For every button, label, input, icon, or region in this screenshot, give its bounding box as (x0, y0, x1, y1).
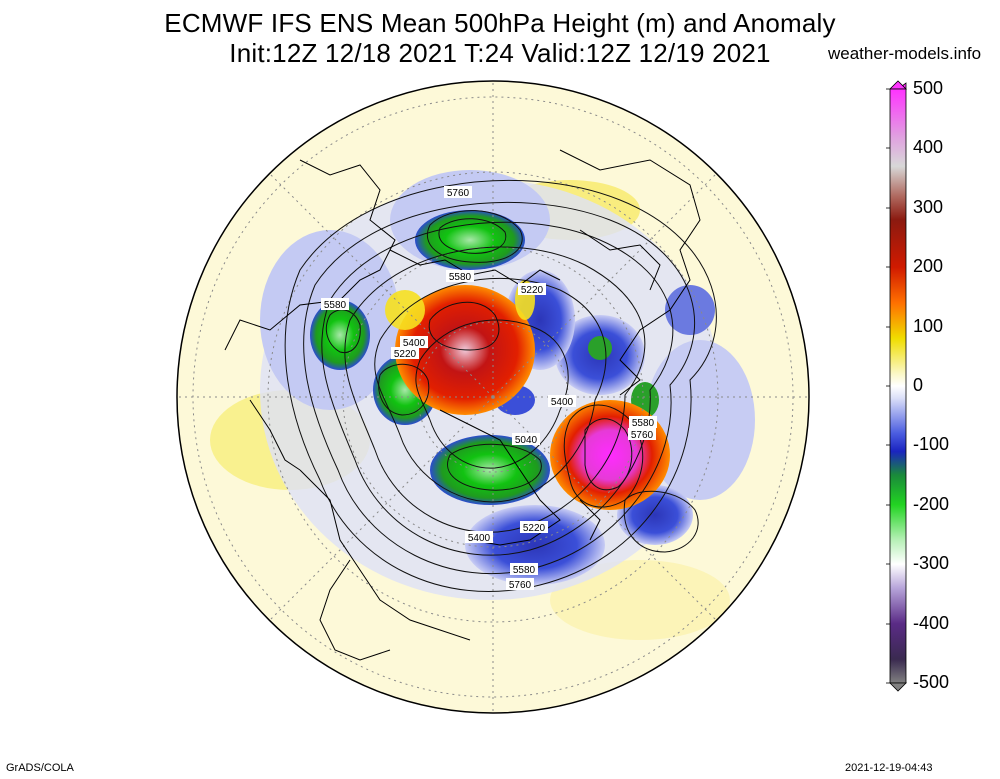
map-title: ECMWF IFS ENS Mean 500hPa Height (m) and… (164, 8, 836, 38)
svg-text:5220: 5220 (523, 523, 546, 534)
colorbar-label: 200 (913, 256, 944, 276)
contour-label: 5400 (400, 336, 428, 349)
svg-text:5580: 5580 (324, 300, 347, 311)
map-subtitle: Init:12Z 12/18 2021 T:24 Valid:12Z 12/19… (229, 38, 771, 68)
svg-text:5580: 5580 (513, 565, 536, 576)
colorbar-label: -100 (913, 434, 950, 454)
svg-text:5760: 5760 (631, 430, 654, 441)
colorbar-label: 100 (913, 316, 944, 336)
contour-label: 5400 (548, 395, 576, 408)
svg-text:5040: 5040 (515, 435, 538, 446)
contour-label: 5220 (518, 283, 546, 296)
contour-labels: 5760 5580 5220 5580 5400 5220 5400 5580 … (321, 186, 657, 591)
contour-label: 5580 (321, 298, 349, 311)
timestamp: 2021-12-19-04:43 (845, 762, 933, 774)
svg-text:5400: 5400 (468, 533, 491, 544)
contour-label: 5400 (465, 531, 493, 544)
source-credit: weather-models.info (828, 44, 982, 63)
contour-label: 5580 (510, 563, 538, 576)
coastlines (224, 149, 701, 661)
contour-label: 5580 (629, 416, 657, 429)
contour-label: 5040 (512, 433, 540, 446)
software-credit: GrADS/COLA (6, 762, 74, 774)
svg-text:5580: 5580 (449, 272, 472, 283)
colorbar-label: -200 (913, 494, 950, 514)
colorbar (886, 80, 907, 692)
colorbar-label: -300 (913, 553, 950, 573)
svg-text:5400: 5400 (551, 397, 574, 408)
contour-label: 5760 (506, 578, 534, 591)
colorbar-label: 400 (913, 137, 944, 157)
svg-text:5400: 5400 (403, 338, 426, 349)
svg-text:5580: 5580 (632, 418, 655, 429)
colorbar-label: -500 (913, 672, 950, 692)
svg-text:5220: 5220 (521, 285, 544, 296)
colorbar-label: 0 (913, 375, 924, 395)
colorbar-label: 300 (913, 197, 944, 217)
contour-label: 5760 (628, 428, 656, 441)
svg-text:5220: 5220 (394, 349, 417, 360)
contour-label: 5760 (444, 186, 472, 199)
contour-label: 5220 (520, 521, 548, 534)
colorbar-label: 500 (913, 78, 944, 98)
colorbar-label: -400 (913, 613, 950, 633)
contour-label: 5220 (391, 347, 419, 360)
contour-label: 5580 (446, 270, 474, 283)
map-boundary (176, 80, 810, 714)
svg-text:5760: 5760 (509, 580, 532, 591)
height-contours (284, 179, 717, 592)
svg-text:5760: 5760 (447, 188, 470, 199)
